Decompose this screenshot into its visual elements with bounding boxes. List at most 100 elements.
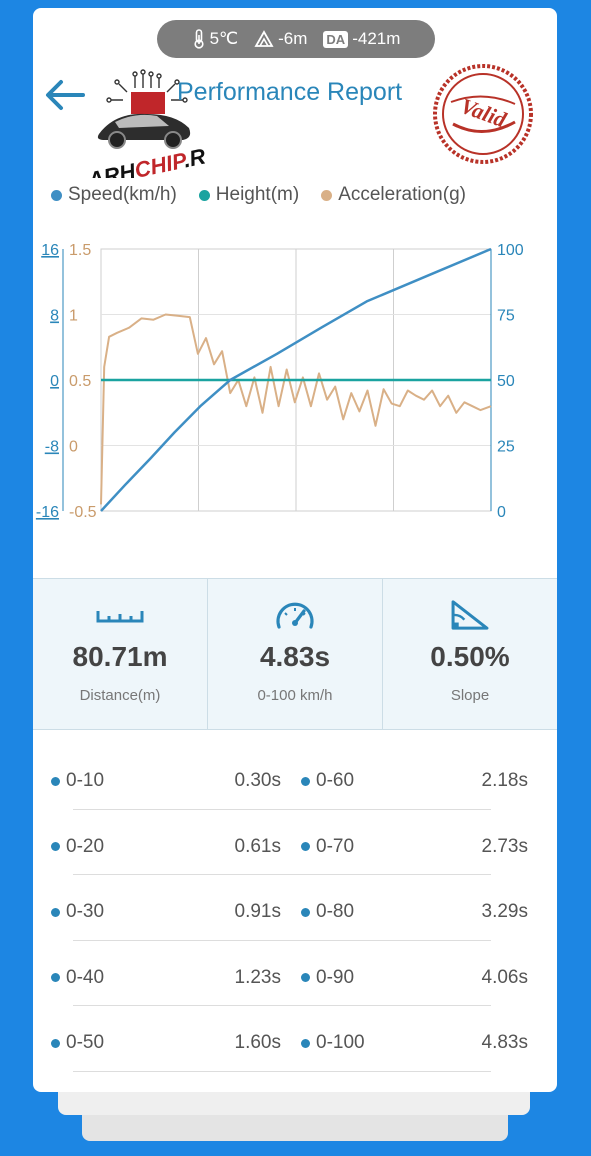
bullet-dot-icon	[301, 907, 310, 917]
split-range-right: 0-80	[301, 901, 354, 923]
split-range-text: 0-40	[66, 966, 105, 988]
height-tick-label: -16	[36, 504, 59, 521]
split-row: 0-20 0.61s 0-70 2.73s	[33, 822, 557, 888]
split-time-right: 4.83s	[481, 1032, 528, 1053]
split-range-left: 0-30	[51, 901, 104, 923]
legend-speed-label: Speed(km/h)	[68, 184, 177, 205]
thermometer-icon	[193, 29, 204, 49]
height-tick-label: 0	[50, 373, 59, 390]
stat-distance: 80.71m Distance(m)	[33, 579, 207, 729]
split-range-left: 0-20	[51, 836, 104, 858]
split-range-text: 0-30	[66, 901, 105, 922]
legend-acceleration-swatch	[321, 189, 333, 201]
distance-value: 80.71m	[72, 641, 168, 672]
split-time-left: 1.60s	[234, 1032, 281, 1053]
split-range-text: 0-20	[66, 835, 105, 857]
watermark-logo: ARHCHIP.RU	[85, 69, 205, 178]
valid-stamp: Valid	[433, 64, 533, 164]
split-time-right: 2.18s	[481, 770, 528, 791]
back-arrow-icon[interactable]	[43, 78, 87, 112]
bullet-dot-icon	[301, 1038, 310, 1048]
speedometer-icon	[276, 602, 314, 629]
altitude-value: -6m	[278, 29, 308, 48]
height-tick-label: 8	[50, 308, 59, 325]
altitude-readout: -6m	[254, 29, 307, 49]
split-range-text: 0-70	[316, 835, 355, 857]
density-altitude-readout: DA -421m	[323, 29, 400, 49]
bullet-dot-icon	[51, 1038, 60, 1048]
split-time-left: 0.61s	[234, 835, 281, 857]
summary-stats: 80.71m Distance(m) 4.83s 0-100 km/h 0.50…	[33, 578, 557, 730]
page-title: Performance Report	[177, 78, 403, 106]
mountain-icon	[254, 30, 274, 47]
split-time-left: 1.23s	[234, 966, 281, 988]
split-range-text: 0-50	[66, 1032, 105, 1053]
split-range-left: 0-50	[51, 1032, 104, 1054]
split-time-left: 0.91s	[234, 901, 281, 922]
speed-tick-label: 25	[497, 439, 515, 456]
ruler-icon	[96, 611, 144, 623]
slope-label: Slope	[450, 687, 490, 704]
split-range-text: 0-90	[316, 966, 355, 988]
temperature-value: 5℃	[209, 29, 239, 48]
split-range-right: 0-70	[301, 836, 354, 858]
acceleration-series-line	[100, 313, 492, 505]
split-range-right: 0-90	[301, 967, 354, 989]
environment-bar: 5℃ -6m DA -421m	[157, 20, 435, 58]
zero-to-hundred-value: 4.83s	[259, 641, 331, 672]
performance-report-card: 5℃ -6m DA -421m ARHCHIP.RU Performance R	[33, 8, 557, 1092]
acceleration-tick-label: 0.5	[69, 373, 91, 390]
split-range-text: 0-100	[316, 1032, 365, 1053]
zero-to-hundred-label: 0-100 km/h	[257, 687, 333, 704]
stat-slope: 0.50% Slope	[382, 579, 557, 729]
legend-speed-swatch	[51, 189, 62, 201]
legend-height-swatch	[198, 189, 210, 201]
bullet-dot-icon	[51, 776, 60, 786]
split-range-left: 0-40	[51, 967, 104, 989]
split-row: 0-10 0.30s 0-60 2.18s	[33, 756, 557, 822]
split-time-left: 0.30s	[234, 770, 281, 791]
bullet-dot-icon	[301, 776, 310, 786]
split-time-right: 3.29s	[481, 901, 528, 922]
speed-tick-label: 0	[497, 504, 506, 521]
legend-speed[interactable]: Speed(km/h)	[51, 184, 177, 206]
acceleration-tick-label: 1	[69, 308, 78, 325]
temperature-readout: 5℃	[192, 29, 239, 49]
bullet-dot-icon	[301, 842, 310, 851]
legend-height[interactable]: Height(m)	[198, 184, 300, 206]
split-row: 0-40 1.23s 0-90 4.06s	[33, 953, 557, 1019]
bullet-dot-icon	[51, 973, 60, 982]
legend-height-label: Height(m)	[215, 184, 300, 205]
split-row: 0-30 0.91s 0-80 3.29s	[33, 887, 557, 953]
split-time-right: 2.73s	[481, 835, 528, 857]
legend-acceleration[interactable]: Acceleration(g)	[321, 184, 466, 206]
split-range-text: 0-10	[66, 770, 105, 791]
acceleration-tick-label: -0.5	[69, 504, 97, 521]
split-range-right: 0-60	[301, 770, 354, 792]
split-range-right: 0-100	[301, 1032, 365, 1054]
acceleration-tick-label: 0	[69, 439, 78, 456]
split-row: 0-50 1.60s 0-100 4.83s	[33, 1018, 557, 1084]
performance-chart: 16 8 0 -8 -16 1.5 1 0.5 0 -0.5 100 75 50 25 0	[36, 242, 524, 521]
chart-legend: Speed(km/h) Height(m) Acceleration(g)	[51, 184, 551, 206]
speed-splits-table: 0-10 0.30s 0-60 2.18s 0-20 0.61s 0-70 2.73s 0-30…	[33, 756, 557, 1084]
stat-zero-to-hundred: 4.83s 0-100 km/h	[207, 579, 382, 729]
height-tick-label: 16	[41, 242, 59, 259]
density-altitude-badge: DA	[323, 30, 349, 48]
bullet-dot-icon	[51, 842, 60, 851]
speed-series-line	[100, 247, 492, 512]
speed-tick-label: 75	[497, 308, 515, 325]
split-time-right: 4.06s	[481, 966, 528, 988]
acceleration-tick-label: 1.5	[69, 242, 91, 259]
split-range-text: 0-60	[316, 770, 355, 791]
speed-tick-label: 100	[497, 242, 524, 259]
speed-tick-label: 50	[497, 373, 515, 390]
split-range-text: 0-80	[316, 901, 355, 922]
legend-acceleration-label: Acceleration(g)	[338, 184, 466, 205]
density-altitude-value: -421m	[352, 29, 401, 48]
slope-value: 0.50%	[430, 641, 510, 672]
svg-text:ARHCHIP.RU: ARHCHIP.RU	[85, 140, 205, 178]
bullet-dot-icon	[301, 973, 310, 982]
split-range-left: 0-10	[51, 770, 104, 792]
slope-icon	[451, 600, 489, 630]
